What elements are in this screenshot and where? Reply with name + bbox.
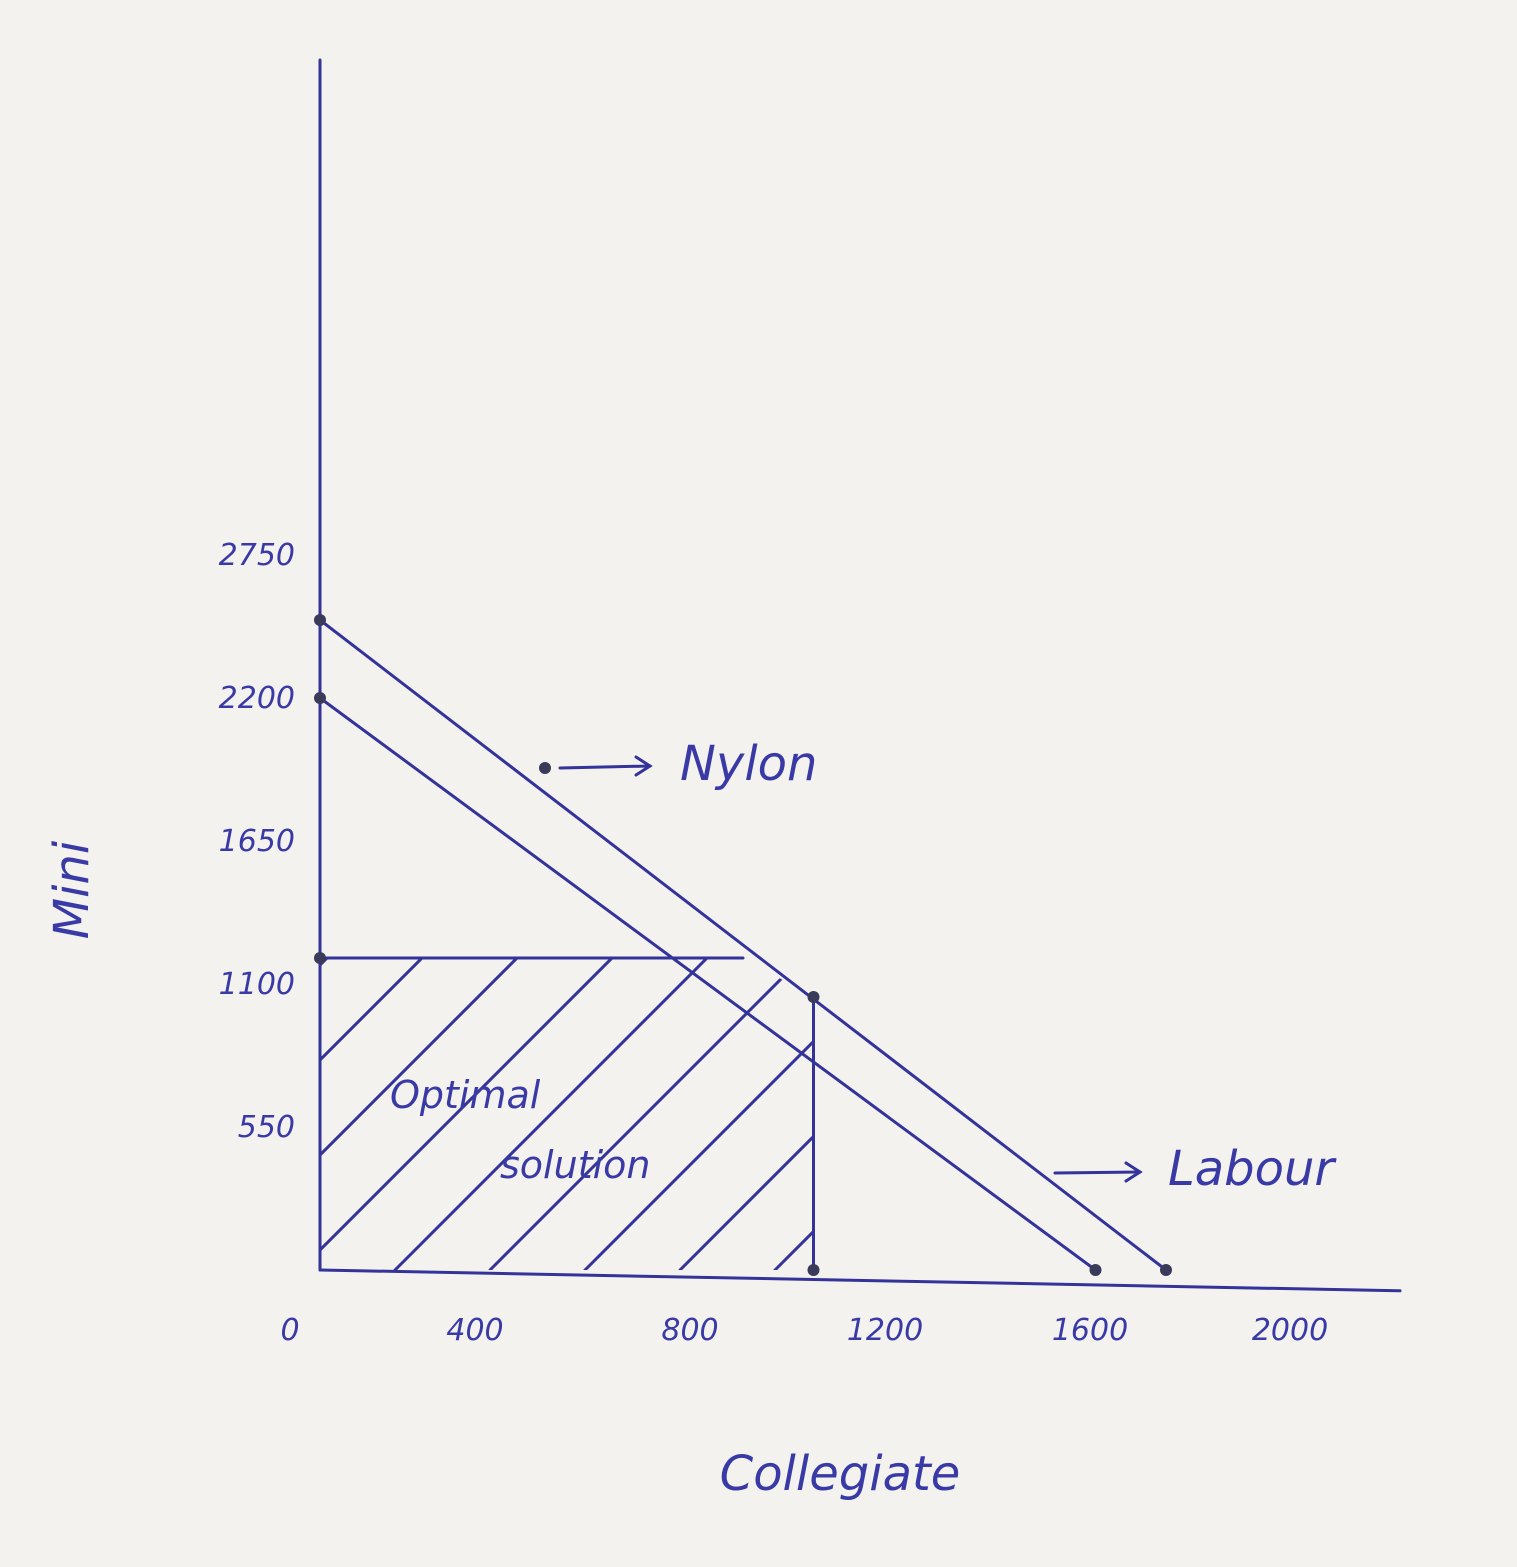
marked-point [1160,1264,1172,1276]
marked-points [314,614,1172,1276]
marked-point [314,614,326,626]
hatch-line [965,940,1295,1270]
y-tick-label: 550 [238,1110,295,1145]
hatch-line [583,958,814,1270]
arrow-origin-dot [539,762,551,774]
marked-point [807,991,820,1003]
y-tick-label: 2200 [219,681,295,716]
marked-point [314,692,326,704]
hatch-line [320,958,347,1270]
x-tick-label: 2000 [1252,1313,1328,1348]
y-tick-label: 1100 [219,967,295,1002]
y-axis-label: Mini [44,840,100,939]
marked-point [807,1264,820,1276]
x-axis-label: Collegiate [720,1446,961,1502]
hatch-line [320,958,442,1270]
feasible-region-hatching [0,940,1485,1270]
hatch-line [488,958,814,1270]
hatch-line [393,958,727,1270]
hatch-line [1060,940,1390,1270]
x-tick-label: 400 [446,1313,503,1348]
y-tick-label: 1650 [219,824,295,859]
x-tick-label: 1200 [847,1313,923,1348]
tick-labels: 0 400 800 1200 1600 2000 550 1100 1650 2200 2750 [219,538,1329,1348]
legend-arrowhead-nylon [634,755,653,777]
y-tick-label: 2750 [219,538,295,573]
annotation-optimal: Optimal [390,1073,541,1117]
marked-point [1089,1264,1102,1276]
annotation-solution: solution [500,1143,650,1187]
legend-arrow-nylon [558,764,652,770]
series-line-nylon [318,696,1097,1272]
x-axis-line [318,1268,1402,1293]
constraint-lines: Nylon Labour [318,618,1337,1272]
legend-label-nylon: Nylon [680,736,817,792]
hatch-line [773,958,814,1270]
legend-arrow-labour [1053,1170,1142,1175]
hatch-line [320,958,632,1270]
legend-label-labour: Labour [1168,1141,1337,1197]
x-tick-label: 1600 [1052,1313,1128,1348]
series-line-labour [318,618,1168,1272]
hatch-line [678,958,814,1270]
x-tick-label: 0 [280,1313,299,1348]
marked-point [314,952,326,964]
hatch-line [320,958,537,1270]
x-tick-label: 800 [661,1313,718,1348]
hatch-line [870,940,1200,1270]
legend-arrowhead-labour [1124,1161,1143,1183]
axes [318,58,1402,1293]
hatch-line [1155,940,1485,1270]
hatch-line [0,940,250,1270]
